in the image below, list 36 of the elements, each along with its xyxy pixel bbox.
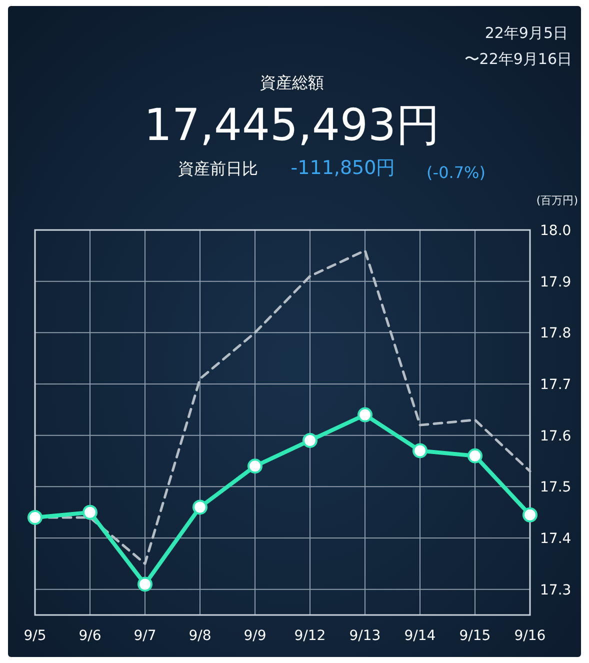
text: 22年9月5日 bbox=[484, 24, 568, 42]
x-tick-label: 9/6 bbox=[78, 628, 102, 644]
point bbox=[358, 407, 372, 422]
point bbox=[28, 510, 42, 525]
x-tick-label: 9/7 bbox=[134, 628, 156, 644]
y-axis-title: (百万円) bbox=[536, 194, 578, 207]
y-tick-label: 17.7 bbox=[540, 377, 572, 393]
chart-title: 資産総額 bbox=[260, 73, 324, 92]
x-tick-label: 9/14 bbox=[404, 628, 436, 644]
y-tick-label: 17.8 bbox=[540, 326, 572, 342]
text: (-0.7%) bbox=[426, 163, 486, 182]
y-tick-label: 17.5 bbox=[540, 480, 572, 496]
x-tick-label: 9/9 bbox=[244, 628, 266, 644]
y-tick-label: 18.0 bbox=[540, 223, 572, 239]
y-tick-label: 17.6 bbox=[540, 428, 572, 444]
text: -111,850円 bbox=[290, 157, 396, 179]
y-tick-label: 17.3 bbox=[540, 582, 572, 598]
x-tick-label: 9/8 bbox=[188, 628, 212, 644]
point bbox=[302, 432, 318, 448]
point bbox=[522, 507, 538, 522]
text: 17,445,493円 bbox=[144, 100, 440, 151]
point bbox=[138, 576, 152, 592]
text: 〜22年9月16日 bbox=[464, 50, 572, 68]
x-tick-label: 9/12 bbox=[294, 628, 326, 644]
x-tick-label: 9/16 bbox=[514, 628, 546, 644]
point bbox=[192, 500, 208, 515]
x-tick-label: 9/5 bbox=[24, 628, 46, 644]
point bbox=[468, 448, 482, 464]
y-tick-label: 17.4 bbox=[540, 531, 572, 547]
point bbox=[412, 443, 428, 458]
text: 資産前日比 bbox=[178, 159, 258, 178]
y-tick-label: 17.9 bbox=[540, 274, 572, 290]
point bbox=[248, 458, 262, 474]
x-tick-label: 9/13 bbox=[349, 628, 381, 644]
point bbox=[82, 504, 98, 520]
x-tick-label: 9/15 bbox=[459, 628, 491, 644]
